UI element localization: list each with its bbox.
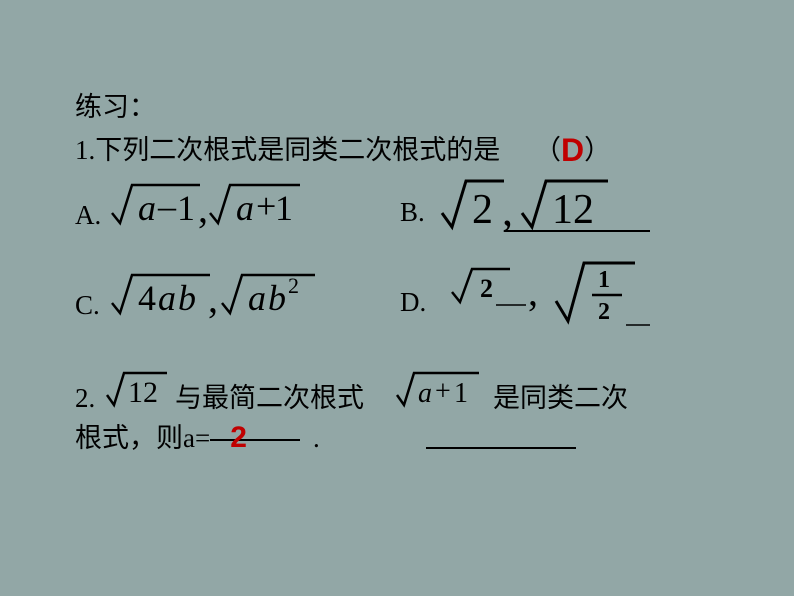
svg-text:,: , — [502, 186, 513, 235]
svg-text:b: b — [178, 278, 196, 318]
svg-text:,: , — [198, 186, 208, 231]
svg-text:2: 2 — [288, 273, 299, 298]
svg-text:a: a — [418, 378, 432, 409]
q2-mid2: 是同类二次 — [493, 378, 628, 419]
svg-text:12: 12 — [128, 376, 158, 409]
svg-text:,: , — [208, 276, 218, 321]
svg-text:2: 2 — [480, 274, 493, 303]
svg-text:1: 1 — [275, 188, 293, 228]
option-a-math: a – 1 , a + 1 — [110, 175, 340, 235]
option-d-math: 2 , 1 2 — [450, 257, 680, 337]
options-row-2: C. 4 a b , a b 2 D. 2 , 1 2 — [75, 265, 735, 335]
exercise-title: 练习： — [75, 85, 735, 124]
q2-line2-prefix: 根式，则a= — [75, 423, 210, 453]
svg-text:1: 1 — [177, 188, 195, 228]
svg-text:a: a — [236, 188, 254, 228]
question-2: 2. 12 与最简二次根式 a + 1 是同类二次 根式，则a=2 . — [75, 370, 735, 459]
option-c-label: C. — [75, 290, 100, 321]
q1-answer: D — [561, 132, 584, 168]
q2-answer: 2 — [230, 421, 247, 454]
svg-text:,: , — [528, 269, 538, 314]
svg-text:1: 1 — [598, 267, 610, 293]
svg-text:b: b — [268, 278, 286, 318]
options-row-1: A. a – 1 , a + 1 B. 2 , 12 — [75, 175, 735, 245]
paren-open: （ — [534, 135, 561, 165]
svg-text:a: a — [248, 278, 266, 318]
q2-sqrt-a1: a + 1 — [395, 367, 485, 409]
q2-prefix: 2. — [75, 378, 95, 419]
svg-text:12: 12 — [552, 187, 594, 233]
svg-text:2: 2 — [472, 187, 493, 233]
q2-period: . — [313, 423, 320, 453]
q1-text: 1.下列二次根式是同类二次根式的是 — [75, 135, 527, 165]
svg-text:2: 2 — [598, 299, 610, 325]
svg-text:1: 1 — [454, 378, 468, 409]
paren-close: ） — [584, 135, 611, 165]
svg-text:4: 4 — [138, 278, 156, 318]
q2-sqrt12: 12 — [105, 367, 175, 409]
svg-text:–: – — [157, 186, 177, 226]
svg-text:+: + — [256, 186, 276, 226]
svg-text:a: a — [138, 188, 156, 228]
svg-text:a: a — [158, 278, 176, 318]
question-1: 1.下列二次根式是同类二次根式的是 （D） — [75, 128, 735, 167]
answer-blank-1: 2 — [210, 417, 300, 441]
option-b-math: 2 , 12 — [440, 173, 660, 238]
option-b-label: B. — [400, 197, 425, 228]
option-c-math: 4 a b , a b 2 — [110, 265, 360, 325]
q2-mid1: 与最简二次根式 — [175, 378, 364, 419]
answer-blank-2 — [426, 425, 576, 449]
option-d-label: D. — [400, 287, 426, 318]
svg-text:+: + — [435, 376, 451, 407]
option-a-label: A. — [75, 200, 101, 231]
